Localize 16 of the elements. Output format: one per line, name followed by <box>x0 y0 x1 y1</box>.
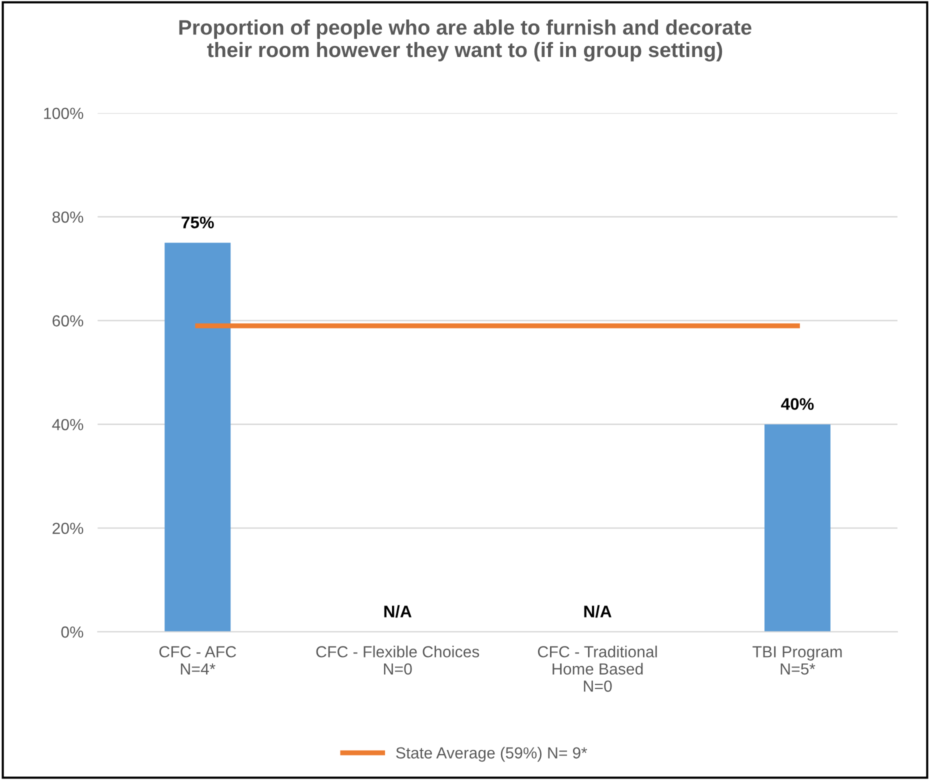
y-tick-label: 40% <box>52 418 84 430</box>
y-tick-label: 100% <box>44 108 84 120</box>
y-tick-label: 20% <box>52 522 84 534</box>
x-tick-label: TBI Program N=5* <box>752 646 842 675</box>
x-tick-label: CFC - AFC N=4* <box>159 646 236 674</box>
text: N/A <box>384 605 412 618</box>
y-tick-label: 60% <box>52 315 84 327</box>
x-tick-label: CFC - Traditional Home Based N=0 <box>538 646 657 692</box>
chart-title: Proportion of people who are able to furnish and decorate their room however they want to (if in group setting) <box>179 20 752 62</box>
y-tick-label: 0% <box>61 626 84 638</box>
legend-label: State Average (59%) N= 9* <box>396 746 588 762</box>
text: N/A <box>584 605 612 618</box>
y-tick-label: 80% <box>52 211 84 223</box>
x-tick-label: CFC - Flexible Choices N=0 <box>316 646 480 675</box>
data-label: 40% <box>781 398 814 410</box>
data-label: 75% <box>182 216 214 228</box>
